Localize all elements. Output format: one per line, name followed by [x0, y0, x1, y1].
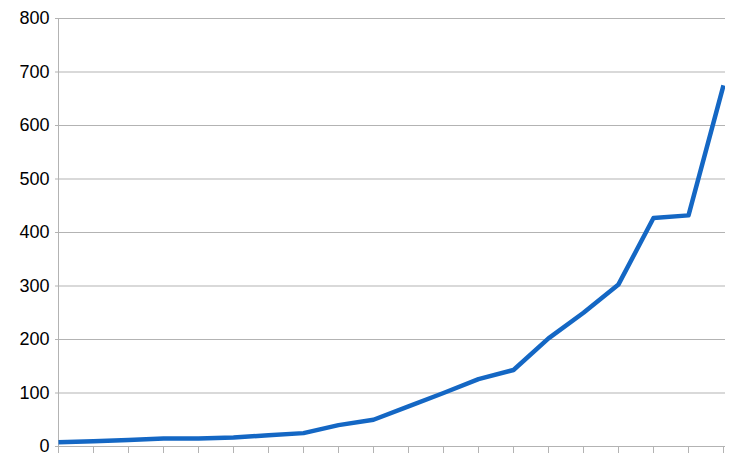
svg-text:700: 700 — [19, 62, 49, 82]
svg-text:800: 800 — [19, 8, 49, 28]
svg-text:600: 600 — [19, 115, 49, 135]
svg-text:300: 300 — [19, 276, 49, 296]
svg-text:400: 400 — [19, 222, 49, 242]
svg-text:200: 200 — [19, 329, 49, 349]
svg-text:500: 500 — [19, 169, 49, 189]
svg-text:100: 100 — [19, 383, 49, 403]
svg-text:0: 0 — [39, 436, 49, 456]
